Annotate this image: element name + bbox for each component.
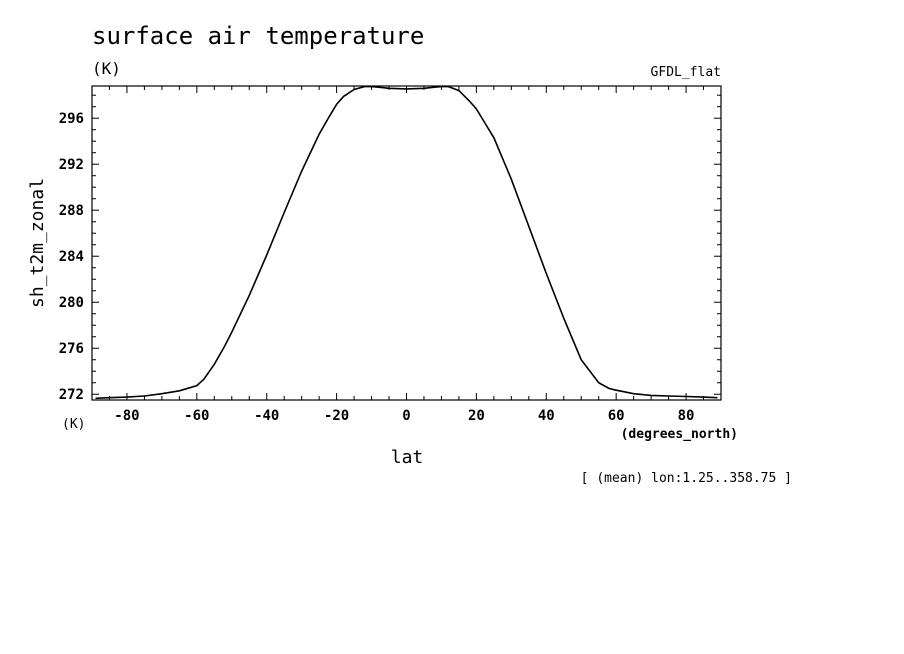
y-unit-label: (K) — [62, 417, 85, 432]
model-label: GFDL_flat — [651, 65, 721, 80]
y-tick-label: 272 — [59, 387, 84, 403]
plot-area: 272 276 280 284 288 292 296 -80 -60 -40 -20 0 20 40 6… — [59, 85, 722, 424]
title-unit: (K) — [92, 59, 121, 78]
x-axis: -80 -60 -40 -20 0 20 40 60 80 — [108, 86, 705, 424]
x-tick-label: -60 — [184, 408, 209, 424]
y-tick-label: 296 — [59, 111, 84, 127]
x-unit-label: (degrees_north) — [621, 427, 738, 442]
y-tick-label: 276 — [59, 341, 84, 357]
chart-title: surface air temperature — [92, 22, 424, 50]
y-tick-label: 292 — [59, 157, 84, 173]
y-tick-label: 284 — [59, 249, 84, 265]
x-axis-label: lat — [391, 447, 424, 468]
footnote: [ (mean) lon:1.25..358.75 ] — [581, 471, 792, 486]
x-tick-label: -40 — [254, 408, 279, 424]
series-line — [95, 85, 718, 400]
x-tick-label: 40 — [538, 408, 555, 424]
y-axis-label: sh_t2m_zonal — [27, 178, 48, 308]
x-tick-label: 60 — [608, 408, 625, 424]
y-tick-label: 288 — [59, 203, 84, 219]
y-axis: 272 276 280 284 288 292 296 — [59, 94, 721, 403]
y-tick-label: 280 — [59, 295, 84, 311]
x-tick-label: -20 — [324, 408, 349, 424]
plot-frame — [91, 85, 722, 401]
x-tick-label: 20 — [468, 408, 485, 424]
x-tick-label: 80 — [678, 408, 695, 424]
x-tick-label: -80 — [114, 408, 139, 424]
x-tick-label: 0 — [402, 408, 410, 424]
